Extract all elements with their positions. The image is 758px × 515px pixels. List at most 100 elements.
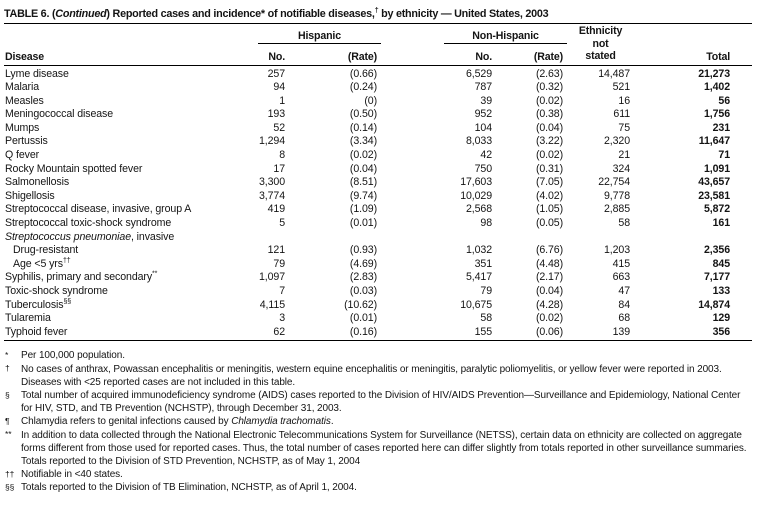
hispanic-no-cell: 3,300 [258, 176, 285, 189]
table-row: Tularemia 3 (0.01) 58 (0.02) 68 129 [4, 312, 752, 326]
ethnicity-not-stated-cell: 47 [618, 285, 631, 297]
ethnicity-not-stated-cell: 2,320 [604, 135, 631, 148]
footnote-reference: †† [62, 257, 71, 265]
ethnicity-not-stated-cell: 611 [613, 108, 631, 121]
table-row: Streptococcal disease, invasive, group A… [4, 203, 752, 217]
title-continued: Continued [55, 8, 107, 20]
hispanic-no-cell [229, 231, 289, 245]
total-cell: 2,356 [704, 244, 731, 257]
footnote-dagger: † No cases of anthrax, Powassan encephali… [5, 363, 722, 388]
non-hispanic-rate-cell: (0.06) [535, 325, 564, 338]
hispanic-rate-cell: (2.83) [349, 271, 377, 284]
footnotes: * Per 100,000 population. † No cases of an… [4, 350, 752, 495]
non-hispanic-rate-cell: (4.02) [535, 189, 564, 202]
table-row: Age <5 yrs†† 79 (4.69) 351 (4.48) 415 84… [4, 257, 752, 272]
footnote-marker: §§ [5, 481, 15, 492]
total-cell: 1,756 [704, 108, 731, 121]
non-hispanic-no-cell: 787 [474, 81, 492, 94]
non-hispanic-rate-cell: (4.48) [535, 257, 564, 270]
ethnicity-not-stated-cell: 139 [612, 325, 631, 338]
ethnicity-not-stated-cell: 58 [618, 217, 631, 230]
non-hispanic-rate-cell: (0.31) [535, 162, 564, 175]
ethnicity-not-stated-cell [567, 231, 634, 245]
disease-name: Lyme disease [5, 67, 69, 80]
hispanic-no-cell: 7 [279, 285, 285, 297]
non-hispanic-rate-cell: (0.32) [535, 81, 564, 94]
ethnicity-not-stated-cell: 9,778 [604, 189, 631, 202]
total-cell: 11,647 [698, 135, 731, 148]
table-row: Shigellosis 3,774 (9.74) 10,029 (4.02) 9… [4, 190, 752, 204]
total-cell: 129 [712, 312, 731, 325]
non-hispanic-rate-cell: (0.04) [535, 285, 564, 297]
ethnicity-not-stated-cell: 75 [618, 121, 631, 134]
column-header-hispanic-no: No. [268, 50, 285, 63]
hispanic-rate-cell: (0.01) [349, 312, 377, 325]
title-part1: TABLE 6. ( [4, 8, 56, 20]
ethnicity-not-stated-cell: 521 [612, 81, 631, 94]
hispanic-no-cell: 419 [267, 203, 285, 216]
non-hispanic-no-cell: 10,675 [460, 298, 492, 311]
table-row: Malaria 94 (0.24) 787 (0.32) 521 1,402 [4, 81, 752, 95]
footnote-section: § Total number of acquired immunodeficien… [5, 389, 741, 414]
non-hispanic-rate-cell: (0.02) [535, 312, 564, 325]
table-row: Toxic-shock syndrome 7 (0.03) 79 (0.04) … [4, 285, 752, 299]
disease-name: Q fever [5, 149, 40, 162]
hispanic-rate-cell: (0.01) [349, 217, 377, 230]
non-hispanic-no-cell: 98 [480, 217, 492, 230]
disease-name: Rocky Mountain spotted fever [5, 162, 143, 175]
hispanic-no-cell: 3 [279, 312, 285, 325]
disease-name: Malaria [5, 81, 40, 94]
column-group-non-hispanic: Non-Hispanic [381, 25, 568, 44]
non-hispanic-rate-cell: (3.22) [535, 135, 564, 148]
disease-name: Syphilis, primary and secondary** [5, 270, 158, 284]
table-row: Pertussis 1,294 (3.34) 8,033 (3.22) 2,32… [4, 135, 752, 149]
hispanic-no-cell: 257 [267, 67, 285, 80]
total-cell: 21,273 [698, 67, 731, 80]
table-row: Meningococcal disease 193 (0.50) 952 (0.… [4, 108, 752, 122]
column-group-hispanic: Hispanic [229, 25, 381, 44]
hispanic-rate-cell: (0.02) [349, 149, 377, 162]
non-hispanic-no-cell: 351 [474, 257, 492, 270]
non-hispanic-no-cell: 17,603 [460, 176, 492, 189]
disease-name: Streptococcal disease, invasive, group A [5, 203, 192, 216]
hispanic-rate-cell: (8.51) [349, 176, 377, 189]
ethnicity-not-stated-cell: 2,885 [604, 203, 631, 216]
footnote-pilcrow: ¶ Chlamydia refers to genital infections … [5, 415, 334, 428]
table-row: Typhoid fever 62 (0.16) 155 (0.06) 139 3… [4, 326, 752, 341]
disease-name: Measles [5, 94, 44, 107]
ethnicity-not-stated-cell: 16 [618, 94, 631, 107]
table-row: Measles 1 (0) 39 (0.02) 16 56 [4, 95, 752, 109]
hispanic-rate-cell: (3.34) [349, 135, 377, 148]
ethnicity-not-stated-cell: 68 [618, 312, 631, 325]
non-hispanic-rate-cell: (4.28) [535, 298, 564, 311]
hispanic-no-cell: 5 [279, 217, 285, 230]
footnote-marker: † [5, 363, 10, 374]
table-row: Rocky Mountain spotted fever 17 (0.04) 7… [4, 163, 752, 177]
total-cell: 14,874 [698, 298, 731, 311]
species-name-italic: Chlamydia trachomatis [231, 416, 331, 428]
table-section-row: Streptococcus pneumoniae, invasive [4, 231, 752, 245]
footnote-double-section: §§ Totals reported to the Division of TB … [5, 481, 357, 494]
non-hispanic-no-cell: 10,029 [460, 189, 492, 202]
non-hispanic-no-cell: 2,568 [465, 203, 492, 216]
total-cell [634, 231, 752, 245]
footnote-asterisk: * Per 100,000 population. [5, 349, 125, 362]
ethnicity-not-stated-cell: 663 [612, 271, 631, 284]
non-hispanic-rate-cell: (7.05) [535, 176, 564, 189]
title-dagger-superscript: † [374, 7, 379, 15]
hispanic-rate-cell: (0.16) [349, 325, 377, 338]
column-header-ethnicity-not-stated: Ethnicity not stated [578, 25, 623, 62]
table-row: Streptococcal toxic-shock syndrome 5 (0.… [4, 217, 752, 231]
footnote-marker: †† [5, 468, 15, 479]
footnote-marker: § [5, 389, 10, 400]
non-hispanic-no-cell: 104 [474, 121, 492, 134]
title-part3: by ethnicity — United States, 2003 [378, 8, 549, 20]
table-row: Drug-resistant 121 (0.93) 1,032 (6.76) 1… [4, 244, 752, 258]
total-cell: 845 [712, 257, 731, 270]
disease-name: Streptococcal toxic-shock syndrome [5, 217, 172, 230]
non-hispanic-rate-cell [496, 231, 567, 245]
non-hispanic-rate-cell: (0.05) [535, 217, 564, 230]
hispanic-no-cell: 193 [267, 108, 285, 121]
disease-name: Typhoid fever [5, 325, 68, 338]
non-hispanic-no-cell: 58 [480, 312, 492, 325]
